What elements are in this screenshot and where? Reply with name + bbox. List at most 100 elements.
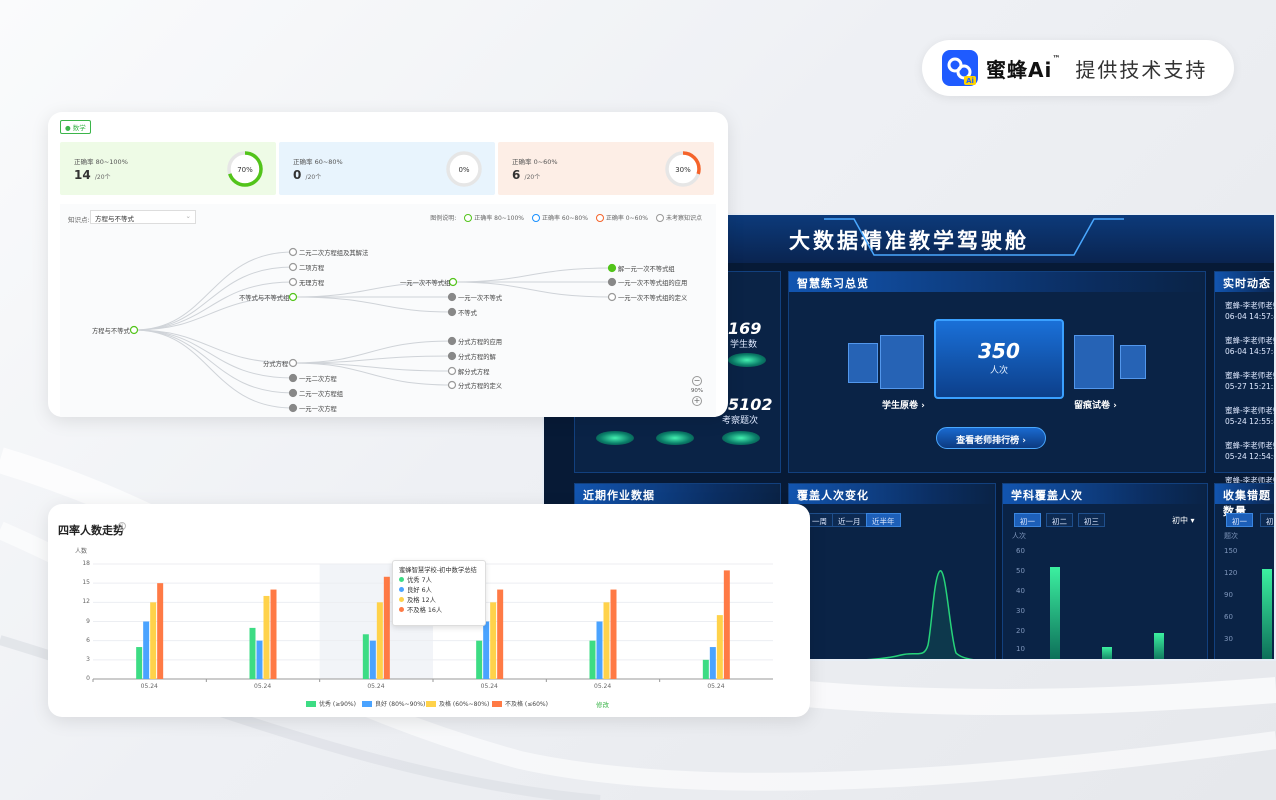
tab-grade-2[interactable]: 初: [1260, 513, 1274, 527]
checklist-icon: [1074, 335, 1114, 389]
chart-bar[interactable]: [150, 602, 157, 679]
knowledge-point-select[interactable]: 方程与不等式 ⌄: [90, 210, 196, 224]
tab-week[interactable]: 一周: [806, 513, 833, 527]
y-tick-label: 9: [86, 617, 90, 625]
accuracy-card-high[interactable]: 正确率 80~100% 14 /20个 70%: [60, 142, 276, 195]
subject-tag[interactable]: ● 数学: [60, 120, 91, 134]
tree-node[interactable]: 二项方程: [299, 265, 325, 272]
tree-node[interactable]: 解一元一次不等式组: [618, 266, 675, 273]
chart-bar[interactable]: [136, 647, 143, 679]
y-tick: 60: [1224, 613, 1233, 621]
chart-bar[interactable]: [157, 583, 164, 679]
student-count: 169: [728, 319, 762, 338]
tree-node[interactable]: 分式方程的解: [458, 354, 496, 361]
chart-bar[interactable]: [263, 595, 270, 679]
accuracy-ring: 70%: [227, 151, 263, 187]
info-icon[interactable]: ?: [118, 522, 126, 530]
tree-node[interactable]: 一元一次不等式组的应用: [618, 280, 688, 287]
chart-bar[interactable]: [376, 602, 383, 679]
y-axis-unit: 人次: [1012, 532, 1026, 540]
pedestal-icon: [722, 431, 760, 445]
legend-item[interactable]: 及格 (60%~80%): [426, 699, 489, 708]
tree-node[interactable]: 分式方程的定义: [458, 383, 503, 390]
y-tick-label: 6: [86, 636, 90, 644]
chart-bar[interactable]: [483, 621, 490, 680]
teacher-rank-button[interactable]: 查看老师排行榜 ›: [936, 427, 1046, 449]
tab-grade-3[interactable]: 初三: [1078, 513, 1105, 527]
legend-item[interactable]: 优秀 (≥90%): [306, 699, 356, 708]
accuracy-range-label: 正确率 80~100%: [74, 158, 128, 166]
svg-text:Ai: Ai: [966, 77, 974, 85]
accuracy-card-low[interactable]: 正确率 0~60% 6 /20个 30%: [498, 142, 714, 195]
chart-bar[interactable]: [610, 589, 617, 679]
student-paper-link[interactable]: 学生原卷 ›: [882, 401, 925, 411]
tree-node[interactable]: 一元二次方程: [299, 376, 337, 383]
subject-coverage-panel: 学科覆盖人次: [1002, 483, 1208, 659]
legend-item: 正确率 0~60%: [595, 213, 648, 222]
tree-node[interactable]: 不等式: [458, 310, 477, 317]
tree-node[interactable]: 解分式方程: [458, 369, 490, 376]
tree-node[interactable]: 不等式与不等式组: [239, 295, 290, 302]
accuracy-count: 0 /20个: [293, 168, 322, 182]
chart-bar[interactable]: [476, 640, 483, 679]
chart-bar[interactable]: [362, 634, 369, 679]
modify-link[interactable]: 修改: [596, 701, 609, 709]
tab-grade-2[interactable]: 初二: [1046, 513, 1073, 527]
chart-bar[interactable]: [589, 640, 596, 679]
zoom-out-icon[interactable]: −: [692, 376, 702, 386]
feed-item[interactable]: 蜜蜂-李老师老师: [1225, 476, 1276, 485]
overview-panel-title: 智慧练习总览: [789, 272, 1205, 292]
chart-bar[interactable]: [603, 602, 610, 679]
chart-bar[interactable]: [596, 621, 603, 680]
chart-bar[interactable]: [709, 647, 716, 679]
tab-grade-1[interactable]: 初一: [1014, 513, 1041, 527]
tab-month[interactable]: 近一月: [832, 513, 867, 527]
chart-tooltip: 蜜蜂智慧学校-初中数学总结 优秀 7人 良好 6人 及格 12人 不及格 16人: [392, 560, 486, 626]
chart-bar[interactable]: [383, 576, 390, 679]
chart-bar[interactable]: [716, 615, 723, 679]
tab-grade-1[interactable]: 初一: [1226, 513, 1253, 527]
brand-support-text: 提供技术支持: [1075, 57, 1208, 82]
chart-bar[interactable]: [369, 640, 376, 679]
tab-half-year[interactable]: 近半年: [866, 513, 901, 527]
tree-node[interactable]: 无理方程: [299, 280, 325, 287]
chart-bar[interactable]: [256, 640, 263, 679]
tree-node[interactable]: 一元一次不等式组: [400, 280, 451, 287]
tree-node[interactable]: 分式方程: [263, 361, 289, 368]
chart-bar[interactable]: [723, 570, 730, 679]
grade-select[interactable]: 初中 ▾: [1172, 516, 1195, 525]
tree-node[interactable]: 二元二次方程组及其解法: [299, 250, 369, 257]
accuracy-card-mid[interactable]: 正确率 60~80% 0 /20个 0%: [279, 142, 495, 195]
total-count-card: 350 人次: [934, 319, 1064, 399]
brand-name: 蜜蜂Ai™: [986, 53, 1062, 82]
accuracy-ring: 0%: [446, 151, 482, 187]
y-axis-unit: 题次: [1224, 532, 1238, 540]
accuracy-card: ● 数学 正确率 80~100% 14 /20个 70% 正确率 60~80% …: [48, 112, 728, 417]
tree-node[interactable]: 分式方程的应用: [458, 339, 503, 346]
chart-bar[interactable]: [270, 589, 277, 679]
tree-node[interactable]: 一元一次方程: [299, 406, 337, 413]
tree-node[interactable]: 一元一次不等式: [458, 295, 503, 302]
chart-bar[interactable]: [249, 627, 256, 679]
legend-item[interactable]: 良好 (80%~90%): [362, 699, 425, 708]
checklist-icon: [1120, 345, 1146, 379]
svg-text:30%: 30%: [675, 166, 691, 174]
tree-node[interactable]: 一元一次不等式组的定义: [618, 295, 688, 302]
chart-bar[interactable]: [702, 659, 709, 679]
chart-bar[interactable]: [143, 621, 150, 680]
subject-bar: [1050, 567, 1060, 659]
tree-node[interactable]: 方程与不等式: [92, 328, 130, 335]
error-paper-link[interactable]: 留痕试卷 ›: [1074, 401, 1117, 411]
zoom-in-icon[interactable]: +: [692, 396, 702, 406]
legend-title: 图例说明:: [430, 215, 457, 222]
chart-bar[interactable]: [490, 602, 497, 679]
legend-item[interactable]: 不及格 (≤60%): [492, 699, 548, 708]
chart-bar[interactable]: [497, 589, 504, 679]
tree-node[interactable]: 二元一次方程组: [299, 391, 344, 398]
